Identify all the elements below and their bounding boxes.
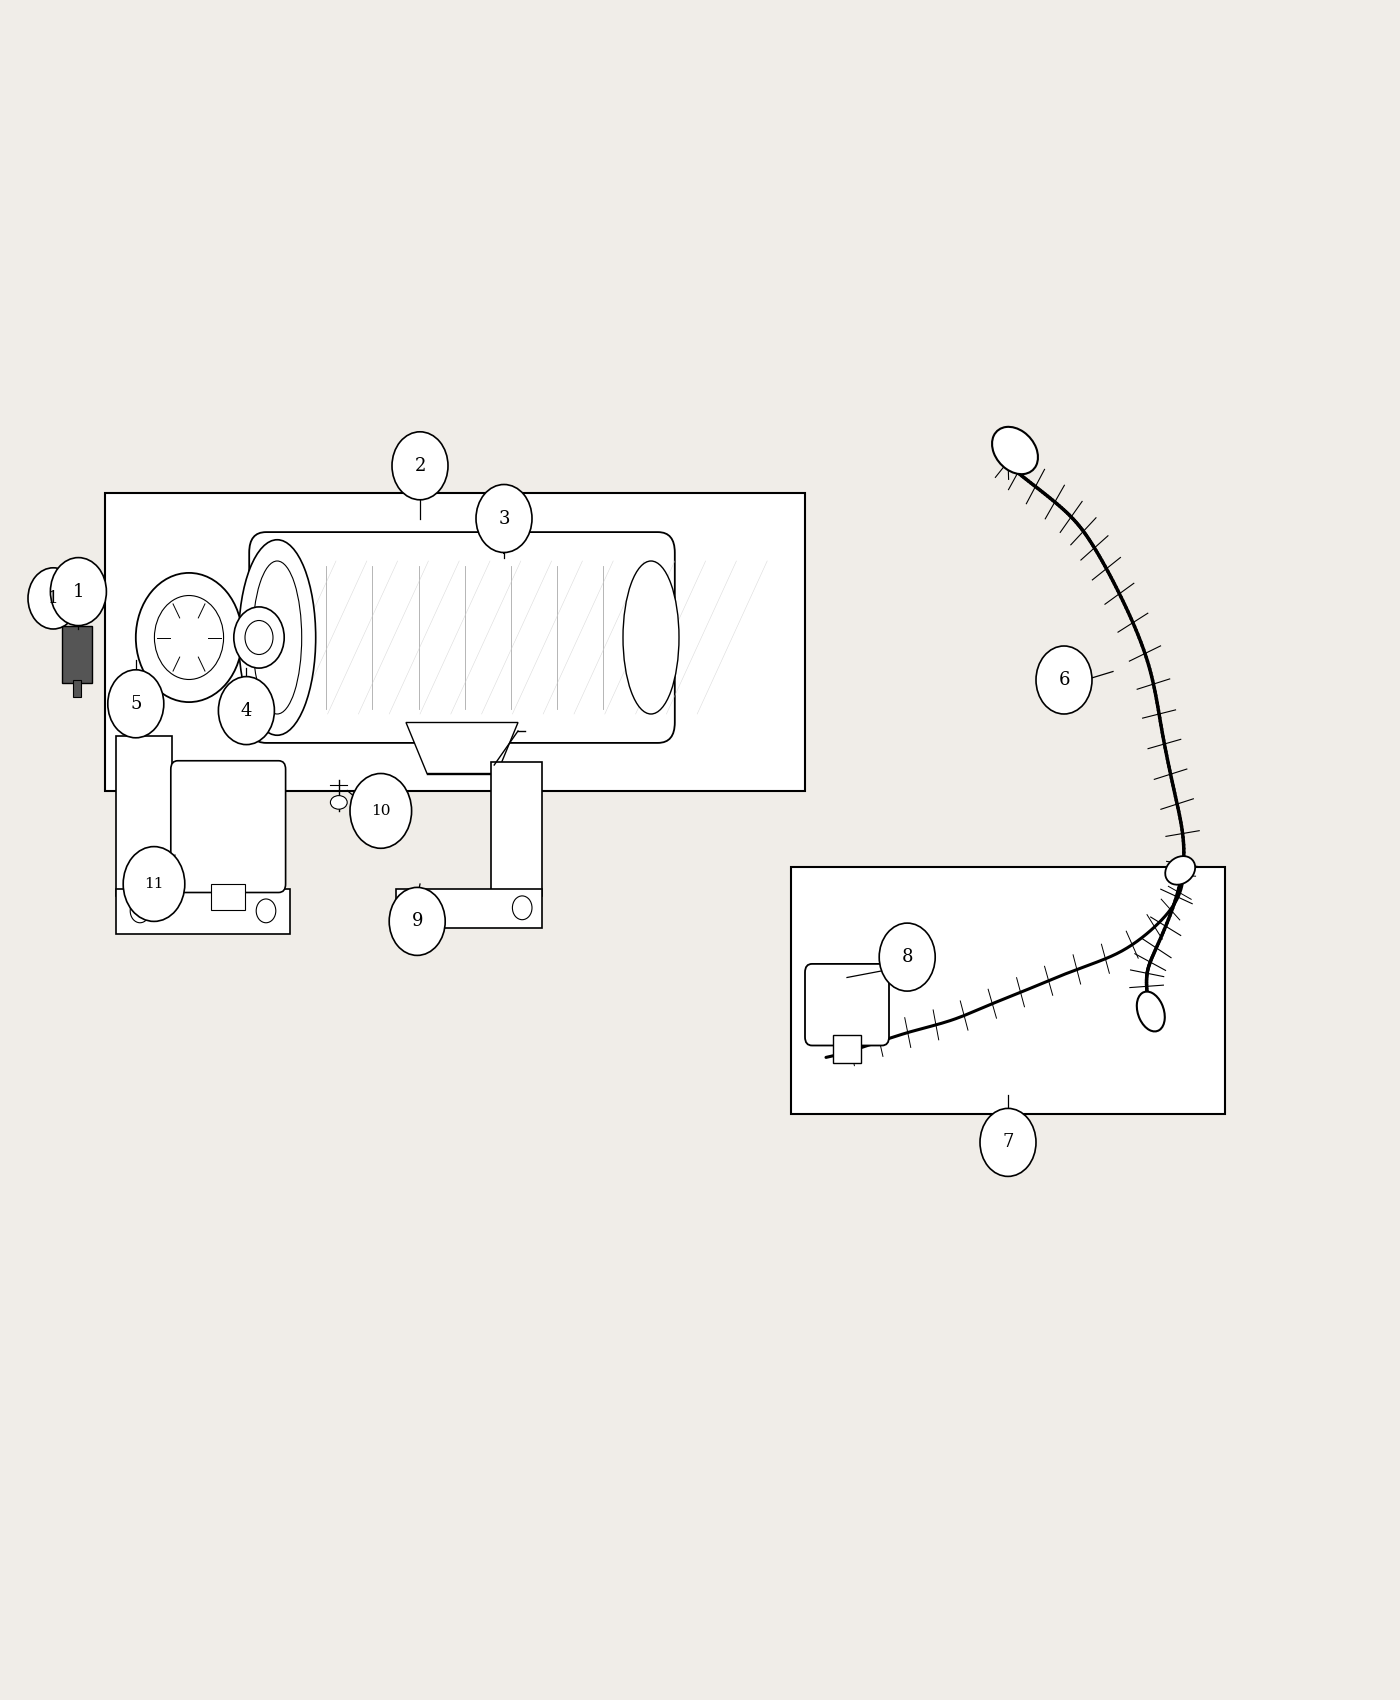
FancyBboxPatch shape (171, 762, 286, 892)
Ellipse shape (252, 561, 302, 714)
Text: 5: 5 (130, 695, 141, 712)
FancyBboxPatch shape (805, 964, 889, 1046)
Polygon shape (406, 722, 518, 774)
Circle shape (234, 607, 284, 668)
FancyBboxPatch shape (62, 626, 92, 683)
Circle shape (512, 896, 532, 920)
Ellipse shape (330, 796, 347, 809)
Text: 7: 7 (1002, 1134, 1014, 1151)
Text: 1: 1 (48, 590, 59, 607)
Text: 10: 10 (371, 804, 391, 818)
Circle shape (1036, 646, 1092, 714)
Text: 8: 8 (902, 949, 913, 966)
Bar (211, 884, 245, 910)
Circle shape (389, 887, 445, 955)
Text: 3: 3 (498, 510, 510, 527)
Circle shape (130, 899, 150, 923)
Text: 2: 2 (414, 457, 426, 474)
Ellipse shape (623, 561, 679, 714)
FancyBboxPatch shape (116, 736, 172, 896)
FancyBboxPatch shape (491, 762, 542, 896)
Circle shape (879, 923, 935, 991)
Text: 1: 1 (73, 583, 84, 600)
FancyBboxPatch shape (105, 493, 805, 790)
Circle shape (108, 670, 164, 738)
FancyBboxPatch shape (116, 889, 290, 935)
Circle shape (350, 774, 412, 848)
Bar (833, 1035, 861, 1062)
Circle shape (406, 896, 426, 920)
Circle shape (136, 573, 242, 702)
FancyBboxPatch shape (396, 889, 542, 928)
FancyBboxPatch shape (484, 495, 524, 522)
Circle shape (256, 899, 276, 923)
Text: 4: 4 (241, 702, 252, 719)
FancyBboxPatch shape (249, 532, 675, 743)
Ellipse shape (238, 541, 315, 734)
Ellipse shape (1137, 991, 1165, 1032)
Circle shape (154, 595, 224, 680)
Circle shape (245, 620, 273, 654)
Circle shape (392, 432, 448, 500)
Text: 6: 6 (1058, 672, 1070, 688)
Circle shape (476, 484, 532, 552)
FancyBboxPatch shape (791, 867, 1225, 1114)
Ellipse shape (1165, 857, 1196, 884)
Text: 9: 9 (412, 913, 423, 930)
Bar (73, 680, 81, 697)
Ellipse shape (993, 427, 1037, 474)
Circle shape (218, 677, 274, 745)
Text: 11: 11 (144, 877, 164, 891)
Circle shape (50, 558, 106, 626)
Circle shape (123, 847, 185, 921)
Circle shape (980, 1108, 1036, 1176)
Circle shape (28, 568, 78, 629)
